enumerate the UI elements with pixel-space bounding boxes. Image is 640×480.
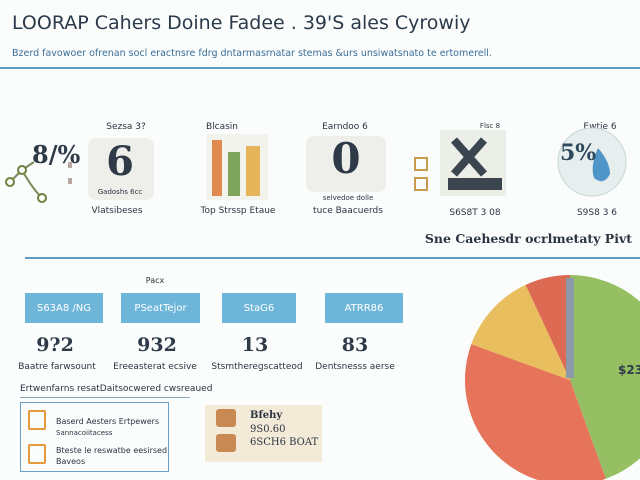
kpi-label: Flsc 8	[479, 122, 501, 130]
subtitle: Bzerd favowoer ofrenan socl eractnsre fd…	[12, 48, 492, 59]
list-item-title: Baserd Aesters Ertpewers	[56, 417, 160, 426]
metric-caption: Stsmtheregscatteod	[211, 362, 303, 372]
kpi-value: 6	[106, 138, 134, 185]
metric-value: 83	[341, 334, 369, 356]
list-icon	[28, 444, 46, 464]
note-icon	[216, 409, 236, 427]
list-title: Ertwenfarns resatDaitsocwered cwsreaued	[20, 384, 213, 394]
summary-note: Sne Caehesdr ocrlmetaty Pivt	[424, 231, 632, 246]
note-line: Bfehy	[250, 410, 283, 421]
bar-icon	[206, 134, 268, 200]
divider	[20, 397, 190, 398]
kpi-footer: S9S8 3 6	[576, 208, 618, 218]
kpi-footer: Vlatsibeses	[91, 206, 143, 216]
list-item-text: Sannacoiitacess	[56, 429, 113, 437]
pie-graphic: $23	[464, 275, 640, 480]
kpi-caption: Gadoshs 6cc	[97, 188, 143, 196]
kpi-value: 0	[331, 134, 361, 183]
metric-button[interactable]: S63A8 /NG	[25, 293, 103, 323]
metric-value: 932	[137, 334, 177, 356]
kpi-footer: Top Strssp Etaue	[200, 206, 276, 216]
note-line: 6SCH6 BOAT	[250, 437, 319, 448]
kpi-footer: S6S8T 3 08	[449, 208, 501, 218]
metric-button[interactable]: ATRR86	[325, 293, 403, 323]
network-icon	[5, 161, 72, 203]
metric-caption: Dentsnesss aerse	[315, 362, 395, 372]
drop-icon	[557, 127, 627, 197]
kpi-card	[306, 136, 386, 192]
kpi-label: Blcasin	[205, 122, 239, 132]
pie-slice	[525, 275, 570, 380]
x-icon	[414, 130, 506, 196]
pie-label: $23	[618, 363, 640, 377]
kpi-footer: tuce Baacuerds	[313, 206, 383, 216]
metric-caption: Ereeasterat ecsive	[113, 362, 197, 372]
kpi-label: Ewtie 6	[583, 122, 617, 132]
pie-slice	[471, 284, 570, 380]
kpi-label: Earndoo 6	[322, 122, 368, 132]
metric-value: 9?2	[36, 334, 74, 356]
list-item-text: Baveos	[56, 457, 86, 466]
list-box	[20, 402, 169, 472]
pie-marker	[566, 278, 574, 378]
kpi-value: 8/%	[32, 140, 81, 169]
note-icon	[216, 434, 236, 452]
divider	[0, 67, 640, 69]
metric-button[interactable]: PSeatTejor	[121, 293, 200, 323]
metric-value: 13	[241, 334, 269, 356]
metric-caption: Baatre farwsount	[18, 362, 96, 372]
section-label: Pacx	[145, 276, 165, 285]
note-line: 9S0.60	[250, 424, 286, 435]
list-icon	[28, 410, 46, 430]
divider	[25, 257, 640, 259]
metric-button[interactable]: StaG6	[222, 293, 296, 323]
pie-slice	[570, 275, 640, 479]
title: LOORAP Cahers Doine Fadee . 39'S ales Cy…	[12, 12, 471, 34]
pie-slice	[464, 344, 606, 480]
kpi-label: Sezsa 3?	[106, 122, 146, 132]
kpi-caption: selvedoe dolle	[322, 194, 374, 202]
kpi-value: 5%	[560, 140, 597, 166]
kpi-card	[88, 138, 154, 200]
list-item-title: Bteste le reswatbe eesirsed	[56, 446, 168, 455]
